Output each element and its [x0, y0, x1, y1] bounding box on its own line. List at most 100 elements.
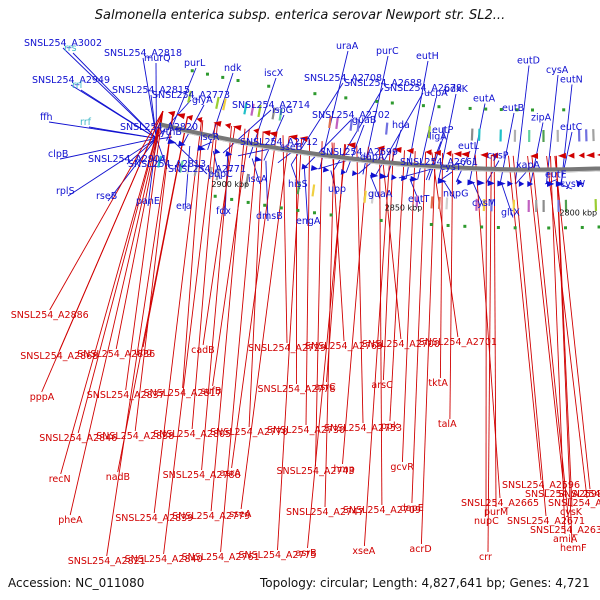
reverse-gene-arrow: [268, 131, 278, 138]
reverse-gene-label: crr: [479, 552, 492, 563]
reverse-feature-mark: [215, 96, 220, 109]
reverse-gene-arrow: [586, 152, 595, 159]
reverse-gene-label: nadB: [106, 472, 130, 483]
forward-gene-arrow: [467, 179, 476, 186]
marker-dot: [246, 200, 250, 204]
marker-dot: [230, 197, 234, 201]
forward-gene-arrow: [527, 180, 534, 187]
reverse-gene-label: tktA: [428, 378, 448, 389]
reverse-gene-label: cadB: [191, 345, 215, 356]
reverse-gene-label: SNSL254_A2598: [525, 489, 600, 500]
reverse-leader-line: [527, 155, 565, 490]
forward-feature-mark: [445, 197, 449, 210]
reverse-feature-mark: [356, 119, 361, 132]
reverse-leader-line: [153, 119, 203, 514]
marker-dot: [446, 223, 450, 227]
forward-leader-line: [107, 138, 157, 202]
reverse-gene-label: hemF: [560, 543, 587, 554]
forward-feature-mark: [437, 196, 441, 209]
marker-dot: [263, 203, 267, 207]
marker-dot: [379, 218, 383, 222]
forward-gene-label: eutN: [560, 75, 583, 86]
reverse-leader-line: [212, 129, 250, 387]
forward-leader-line: [499, 112, 515, 184]
forward-gene-label: pbpC: [208, 169, 233, 180]
reverse-gene-label: SNSL254_A2836: [77, 349, 155, 360]
forward-gene-label: SNSL254_A2678: [384, 83, 462, 94]
forward-leader-line: [265, 160, 269, 222]
reverse-feature-mark: [243, 102, 248, 115]
forward-gene-label: guaB: [352, 115, 376, 126]
marker-dot: [313, 92, 317, 96]
forward-gene-label: SNSL254_A2714: [232, 100, 310, 111]
reverse-gene-label: SNSL254_A2778: [258, 384, 336, 395]
kbp-tick-label: 2800 kbp: [559, 209, 597, 218]
marker-dot: [547, 226, 551, 230]
genome-backbone: [159, 122, 600, 173]
reverse-leader-line: [550, 155, 566, 535]
reverse-leader-line: [555, 155, 573, 508]
reverse-gene-label: SNSL254_A2665: [461, 498, 539, 509]
marker-dot: [221, 75, 225, 79]
marker-dot: [531, 108, 535, 112]
forward-gene-label: cysT: [440, 162, 462, 173]
reverse-gene-label: acrD: [409, 544, 431, 555]
forward-feature-mark: [215, 168, 221, 181]
reverse-feature-mark: [385, 122, 389, 135]
forward-gene-label: pdxK: [444, 84, 469, 95]
forward-gene-label: SNSL254_A2949: [32, 75, 110, 86]
forward-leader-line: [304, 119, 352, 168]
reverse-gene-label: cysK: [560, 507, 583, 518]
forward-gene-arrow: [177, 140, 186, 147]
reverse-leader-line: [389, 150, 405, 422]
reverse-feature-mark: [222, 98, 227, 111]
forward-feature-mark: [311, 184, 316, 197]
forward-gene-label: ispG: [272, 105, 293, 116]
marker-dot: [563, 226, 567, 230]
forward-gene-label: rplS: [56, 186, 75, 197]
reverse-leader-line: [431, 152, 459, 338]
reverse-gene-label: arsC: [371, 380, 393, 391]
forward-gene-label: xapA: [516, 160, 540, 171]
reverse-feature-mark: [427, 126, 431, 139]
reverse-gene-label: SNSL254_A2700: [362, 339, 440, 350]
reverse-leader-line: [60, 110, 164, 475]
marker-dot: [190, 69, 194, 73]
marker-dot: [390, 101, 394, 105]
forward-gene-label: eutL: [458, 141, 480, 152]
reverse-gene-label: ppk: [381, 421, 399, 432]
reverse-gene-arrow: [530, 152, 538, 159]
reverse-gene-label: pppA: [30, 392, 55, 403]
label-leader-lines: [41, 47, 591, 557]
forward-gene-label: eutH: [416, 51, 439, 62]
forward-feature-mark: [244, 173, 250, 186]
reverse-gene-arrow: [196, 117, 203, 123]
forward-gene-label: rseB: [96, 191, 117, 202]
reverse-gene-arrow: [262, 130, 271, 137]
reverse-gene-label: sufB: [201, 386, 222, 397]
forward-gene-label: dapA: [360, 152, 385, 163]
forward-gene-label: dmsB: [256, 211, 283, 222]
forward-feature-mark: [415, 195, 419, 208]
forward-gene-label: hisS: [288, 179, 308, 190]
reverse-gene-label: sseA: [229, 509, 252, 520]
reverse-gene-label: asrC: [315, 382, 337, 393]
forward-leader-line: [62, 47, 157, 139]
marker-dot: [499, 108, 503, 112]
reverse-feature-mark: [328, 115, 332, 129]
reverse-gene-label: ung: [134, 347, 152, 358]
forward-gene-label: SNSL254_A2708: [304, 73, 382, 84]
forward-gene-arrow: [352, 170, 358, 177]
forward-gene-label: eutE: [545, 170, 567, 181]
reverse-gene-label: hmp: [334, 464, 355, 475]
reverse-gene-label: SNSL254_A2701: [419, 337, 497, 348]
reverse-gene-label: SNSL254_A2729: [248, 343, 326, 354]
forward-leader-line: [80, 89, 157, 139]
reverse-leader-line: [363, 148, 391, 547]
forward-gene-arrow: [379, 173, 388, 180]
forward-gene-label: SNSL254_A2820: [120, 122, 198, 133]
forward-gene-arrow: [301, 163, 309, 170]
marker-dot: [344, 96, 348, 100]
forward-gene-label: SNSL254_A3002: [24, 38, 102, 49]
reverse-gene-label: SNSL254_A2846: [39, 433, 117, 444]
